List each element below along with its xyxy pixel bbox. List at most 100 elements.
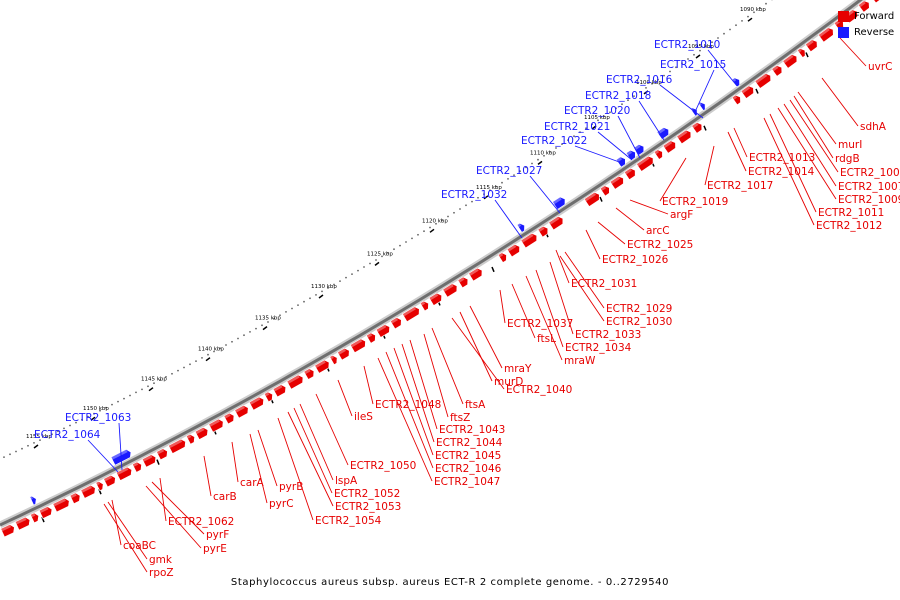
scale-dot (723, 32, 725, 35)
label-leader (431, 327, 464, 405)
scale-dot (495, 185, 497, 188)
scale-label: 1095 kbp (688, 44, 714, 50)
label-leader (707, 49, 738, 87)
scale-dot (141, 388, 143, 391)
scale-label: 1125 kbp (367, 251, 393, 257)
scale-dot (267, 321, 269, 323)
scale-ticks (33, 17, 809, 523)
label-leader (299, 403, 334, 481)
scale-dot (39, 439, 41, 441)
scale-dot (543, 154, 545, 157)
scale-dot (207, 353, 209, 356)
scale-dot (507, 178, 509, 180)
scale-dot (741, 20, 743, 22)
label-leader (704, 145, 715, 186)
forward-gene-label: argF (670, 209, 693, 221)
label-leader (315, 393, 349, 466)
scale-dot (711, 41, 713, 44)
scale-dot (351, 273, 353, 275)
forward-gene (80, 484, 96, 499)
forward-gene-label: ECTR2_1007 (838, 181, 900, 193)
forward-gene-label: ECTR2_1030 (606, 316, 672, 328)
scale-dot (219, 347, 221, 350)
label-leader (494, 199, 523, 239)
scale-dot (567, 139, 569, 142)
reverse-gene-label: ECTR2_1027 (476, 165, 542, 177)
forward-gene (185, 433, 195, 445)
scale-dot (513, 174, 515, 177)
scale-tick (491, 266, 495, 273)
legend-item-forward: Forward (838, 8, 900, 24)
label-leader (585, 229, 601, 260)
scale-tick (703, 125, 707, 131)
scale-dot (525, 166, 527, 169)
scale-dot (519, 170, 521, 173)
scale-dot (597, 119, 599, 122)
scale-tick (33, 444, 39, 449)
label-leader (559, 255, 605, 322)
scale-tick (599, 196, 603, 202)
scale-tick (90, 416, 96, 421)
forward-gene-label: ECTR2_1014 (748, 166, 815, 178)
label-leader (423, 333, 449, 418)
scale-dot (27, 444, 29, 447)
scale-dot (243, 334, 245, 337)
scale-dot (297, 304, 299, 306)
reverse-gene-label: ECTR2_1032 (441, 189, 507, 201)
forward-gene-label: coaBC (123, 540, 156, 552)
scale-dot (609, 111, 611, 114)
forward-gene-label: carA (240, 477, 265, 489)
scale-dot (33, 442, 35, 444)
scale-dot (687, 58, 689, 60)
forward-gene-label: mraW (564, 355, 596, 367)
scale-dot (651, 82, 653, 85)
label-leader (111, 499, 122, 546)
scale-dot (309, 297, 311, 300)
forward-gene (349, 338, 366, 354)
forward-gene-label: ECTR2_1029 (606, 303, 672, 315)
scale-dot (411, 237, 413, 240)
scale-dot (489, 189, 491, 192)
label-leader (564, 251, 605, 309)
scale-dot (699, 49, 701, 52)
scale-dot (363, 266, 365, 268)
forward-gene-label: arcC (646, 225, 670, 237)
scale-dot (633, 95, 635, 97)
label-leader (363, 365, 374, 405)
label-leader (451, 317, 505, 390)
label-leader (839, 37, 867, 67)
scale-dot (249, 331, 251, 333)
forward-gene-label: ECTR2_1019 (662, 196, 728, 208)
scale-dot (471, 200, 473, 203)
scale-tick (374, 261, 380, 266)
label-leader (107, 501, 148, 560)
scale-dot (231, 340, 233, 343)
forward-gene (272, 384, 287, 398)
scale-dot (675, 66, 677, 69)
forward-gene-label: ECTR2_1037 (507, 318, 573, 330)
scale-tick (148, 387, 154, 392)
reverse-gene-label: ECTR2_1010 (654, 39, 720, 51)
forward-gene (817, 27, 834, 43)
scale-dot (189, 363, 191, 366)
scale-label: 1140 kbp (198, 347, 224, 353)
forward-gene (69, 492, 81, 505)
scale-dot (729, 28, 731, 31)
label-leader (783, 103, 837, 187)
scale-label: 1130 kbp (311, 284, 337, 290)
scale-dot (51, 433, 53, 436)
forward-gene-label: mraY (504, 363, 532, 375)
scale-dot (483, 193, 485, 196)
forward-gene-label: ECTR2_1017 (707, 180, 773, 192)
forward-gene (131, 461, 142, 473)
label-leader (401, 343, 435, 443)
forward-gene (248, 396, 264, 411)
scale-tick (429, 228, 435, 233)
forward-gene-label: ECTR2_1043 (439, 424, 505, 436)
scale-dot (99, 409, 101, 412)
scale-label: 1150 kbp (83, 406, 109, 412)
scale-dot (45, 436, 47, 439)
forward-gene (156, 448, 168, 461)
label-leader (87, 439, 119, 473)
forward-gene (115, 466, 133, 481)
